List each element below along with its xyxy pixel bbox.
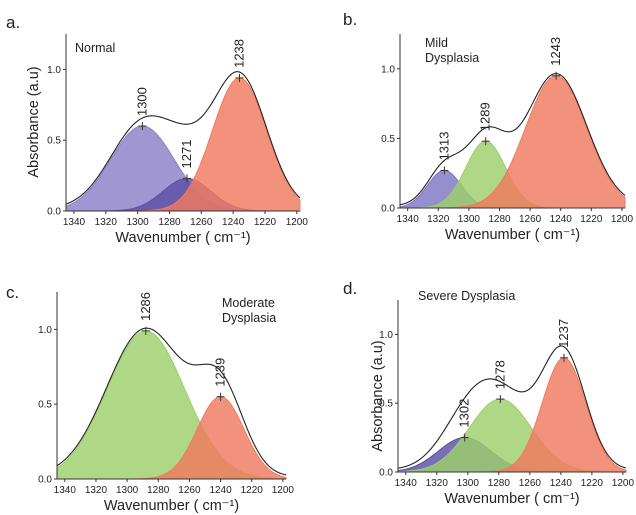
- x-tick-label: 1200: [611, 214, 634, 225]
- panel-b: 1313 1289 1243 1340 1320 1300 1280 1260 1240 1220…: [343, 10, 633, 243]
- x-tick-label: 1200: [286, 217, 309, 228]
- y-tick-label: 0.0: [38, 475, 52, 486]
- panel-letter: b.: [343, 10, 357, 29]
- x-tick-label: 1320: [85, 485, 108, 496]
- peak-label: 1313: [436, 131, 451, 160]
- envelope-line: [65, 71, 301, 205]
- envelope-line: [399, 72, 626, 206]
- x-tick-label: 1220: [254, 217, 277, 228]
- panel-c: 1286 1239 1340 1320 1300 1280 1260 1240 1220 1200…: [6, 283, 294, 514]
- envelope-line: [397, 345, 627, 469]
- x-tick-label: 1300: [457, 478, 480, 489]
- panel-annotation: Severe Dysplasia: [418, 289, 515, 303]
- peak-label: 1286: [138, 292, 153, 321]
- y-tick-label: 0.0: [379, 468, 393, 479]
- panel-annotation: Moderate: [222, 296, 275, 310]
- peak-label: 1300: [134, 87, 149, 116]
- peak-label: 1278: [492, 360, 507, 389]
- x-axis-title: Wavenumber ( cm⁻¹): [115, 230, 250, 246]
- y-tick-label: 0.5: [38, 400, 52, 411]
- y-tick-label: 1.0: [379, 330, 393, 341]
- panel-annotation: Dysplasia: [222, 311, 276, 325]
- x-axis-title: Wavenumber ( cm⁻¹): [444, 491, 579, 507]
- panel-annotation: Normal: [75, 41, 115, 55]
- x-tick-label: 1240: [209, 485, 232, 496]
- x-tick-label: 1300: [127, 217, 150, 228]
- peak-label: 1271: [179, 140, 194, 169]
- x-tick-label: 1280: [488, 478, 511, 489]
- x-tick-label: 1260: [519, 214, 542, 225]
- panel-letter: c.: [6, 283, 19, 302]
- x-tick-label: 1200: [612, 478, 635, 489]
- x-tick-label: 1240: [550, 478, 573, 489]
- y-tick-label: 0.0: [47, 207, 61, 218]
- x-tick-label: 1260: [190, 217, 213, 228]
- peak-label: 1289: [478, 102, 493, 131]
- x-tick-label: 1320: [426, 478, 449, 489]
- x-tick-label: 1260: [178, 485, 201, 496]
- x-tick-label: 1280: [488, 214, 511, 225]
- y-tick-label: 0.0: [381, 204, 395, 215]
- x-tick-label: 1340: [54, 485, 77, 496]
- panel-letter: a.: [6, 13, 20, 32]
- x-tick-label: 1300: [458, 214, 481, 225]
- x-tick-label: 1220: [581, 478, 604, 489]
- panel-d: 1302 1278 1237 1340 1320 1300 1280 1260 1240 1220…: [343, 279, 634, 507]
- x-tick-label: 1340: [63, 217, 86, 228]
- x-tick-label: 1320: [95, 217, 118, 228]
- y-tick-label: 1.0: [38, 325, 52, 336]
- peak-label: 1302: [457, 399, 472, 428]
- y-tick-label: 0.5: [379, 399, 393, 410]
- x-tick-label: 1280: [158, 217, 181, 228]
- x-tick-label: 1240: [222, 217, 245, 228]
- x-tick-label: 1320: [427, 214, 450, 225]
- envelope-line: [56, 327, 287, 476]
- peak-label: 1238: [232, 39, 247, 68]
- x-tick-label: 1300: [116, 485, 139, 496]
- panel-letter: d.: [343, 279, 357, 298]
- x-tick-label: 1260: [519, 478, 542, 489]
- panel-a: 1300 1271 1238 1340 1320 1300 1280 1260 1240 1220…: [6, 13, 308, 246]
- peak-label: 1243: [548, 37, 563, 66]
- y-tick-label: 1.0: [47, 65, 61, 76]
- x-axis-title: Wavenumber ( cm⁻¹): [445, 227, 580, 243]
- x-tick-label: 1220: [580, 214, 603, 225]
- y-tick-label: 0.5: [381, 134, 395, 145]
- x-tick-label: 1220: [241, 485, 264, 496]
- y-axis-title: Absorbance (a.u): [26, 66, 42, 177]
- y-tick-label: 1.0: [381, 64, 395, 75]
- peak-label: 1237: [556, 319, 571, 348]
- x-tick-label: 1340: [397, 214, 420, 225]
- panel-annotation: Dysplasia: [425, 51, 479, 65]
- y-tick-label: 0.5: [47, 136, 61, 147]
- panel-annotation: Mild: [425, 36, 448, 50]
- x-axis-title: Wavenumber ( cm⁻¹): [104, 498, 239, 514]
- x-tick-label: 1340: [395, 478, 418, 489]
- peak-label: 1239: [213, 358, 228, 387]
- x-tick-label: 1240: [550, 214, 573, 225]
- x-tick-label: 1200: [272, 485, 295, 496]
- x-tick-label: 1280: [147, 485, 170, 496]
- y-axis-title: Absorbance (a.u): [370, 340, 386, 451]
